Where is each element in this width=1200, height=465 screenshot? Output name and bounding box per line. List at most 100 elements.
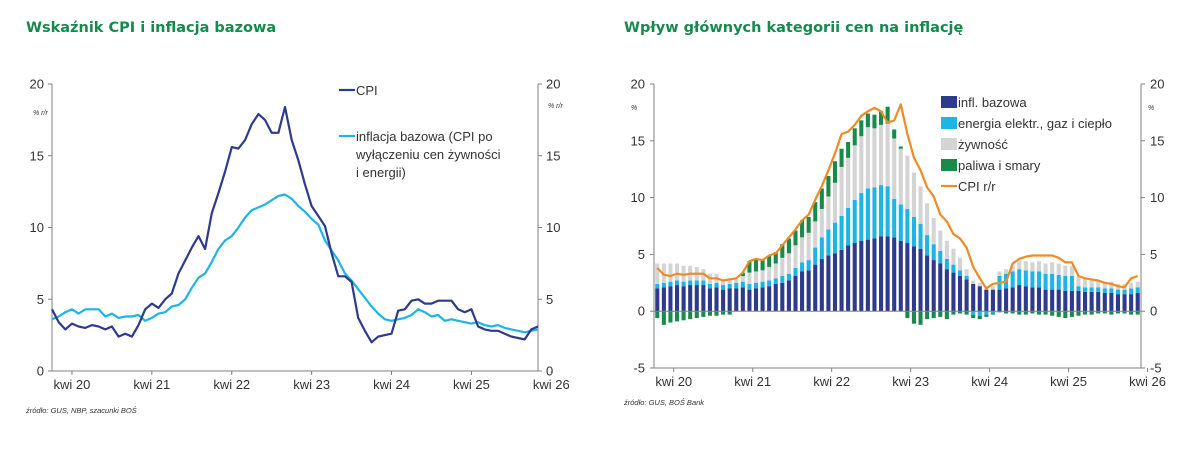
bar-energy [701, 280, 706, 286]
y-tick-label-right: 5 [546, 292, 553, 307]
bar-core [1109, 293, 1114, 312]
bar-energy [721, 285, 726, 290]
bar-core [931, 260, 936, 312]
bar-fuel [1069, 311, 1074, 317]
bar-fuel [819, 188, 824, 209]
bar-energy [846, 207, 851, 246]
bar-food [1050, 262, 1055, 274]
bar-core [957, 275, 963, 312]
bar-fuel [1122, 311, 1127, 314]
bar-food [1010, 264, 1015, 272]
bar-fuel [727, 311, 732, 315]
bar-food [747, 272, 752, 284]
y-tick-label-left: -5 [633, 361, 645, 376]
bar-food [898, 148, 903, 205]
bar-core [879, 236, 884, 312]
bar-food [1030, 262, 1035, 272]
bar-fuel [1115, 311, 1121, 314]
bar-food [1069, 265, 1074, 276]
bar-energy [681, 281, 686, 287]
bar-core [826, 255, 831, 312]
bar-energy [767, 280, 772, 287]
bar-energy [1109, 288, 1114, 294]
y-tick-label-left: 10 [30, 220, 44, 235]
bar-fuel [951, 311, 956, 315]
bar-core [977, 286, 982, 312]
bar-energy [747, 283, 752, 290]
bar-fuel [944, 311, 949, 320]
bar-energy [661, 282, 666, 288]
bar-energy [1076, 286, 1081, 291]
bar-energy [984, 311, 989, 315]
legend-swatch-core [941, 96, 957, 108]
bar-core [990, 289, 995, 312]
bar-fuel [780, 244, 785, 258]
bar-fuel [753, 258, 759, 272]
y-tick-label-left: 20 [30, 77, 44, 92]
bar-energy [1135, 287, 1140, 294]
bar-fuel [1063, 311, 1068, 319]
bar-food [931, 218, 936, 245]
bar-fuel [760, 260, 765, 271]
bar-energy [898, 204, 903, 241]
bar-food [1083, 278, 1088, 288]
source-note: źródło: GUS, NBP, szacunki BOŚ [25, 406, 137, 415]
bar-fuel [977, 315, 982, 320]
bar-energy [964, 275, 969, 280]
bar-core [707, 288, 712, 312]
bar-fuel [1083, 311, 1088, 315]
bar-core [1030, 287, 1035, 312]
bar-core [701, 285, 706, 312]
bar-food [911, 172, 916, 217]
bar-core [1129, 294, 1134, 312]
cpi-line [51, 105, 539, 344]
bar-fuel [773, 252, 778, 264]
bar-energy [740, 281, 745, 288]
bar-energy [1043, 273, 1048, 290]
bar-energy [668, 281, 673, 287]
bar-fuel [674, 311, 680, 322]
bar-core [892, 237, 897, 312]
y-tick-label-right: 10 [1150, 190, 1164, 205]
bar-food [668, 263, 673, 282]
bar-core [859, 240, 864, 312]
bar-energy [694, 280, 699, 286]
bar-fuel [971, 314, 976, 319]
bar-food [964, 269, 969, 276]
bar-food [865, 127, 870, 189]
bar-fuel [1109, 311, 1114, 315]
legend-label-core: i energii) [356, 165, 406, 180]
bar-energy [780, 275, 785, 283]
bar-core [1076, 290, 1081, 312]
bar-energy [1083, 287, 1088, 292]
bar-fuel [964, 311, 969, 315]
bar-food [813, 221, 818, 248]
bar-energy [813, 247, 818, 265]
bar-core [1056, 289, 1061, 312]
bar-energy [786, 273, 791, 281]
bar-energy [707, 283, 712, 289]
bar-core [885, 236, 890, 312]
bar-energy [852, 199, 857, 244]
legend-label: CPI r/r [958, 179, 996, 194]
bar-energy [773, 278, 778, 284]
bar-energy [1050, 273, 1055, 290]
bar-food [800, 237, 805, 263]
bar-food [721, 279, 726, 286]
bar-energy [714, 282, 719, 288]
bar-food [1023, 261, 1028, 271]
bar-fuel [1135, 311, 1140, 315]
bar-energy [859, 193, 864, 241]
bar-core [984, 289, 989, 312]
bar-core [971, 283, 976, 312]
bar-core [872, 238, 877, 312]
bar-food [780, 257, 785, 276]
bar-food [674, 263, 680, 281]
legend-label-core: wyłączeniu cen żywności [355, 147, 501, 162]
bar-fuel [990, 313, 995, 315]
bar-core [1083, 291, 1088, 312]
bar-core [964, 279, 969, 312]
bar-energy [879, 185, 884, 237]
bar-fuel [852, 128, 857, 146]
x-tick-label: kwi 23 [293, 377, 330, 392]
